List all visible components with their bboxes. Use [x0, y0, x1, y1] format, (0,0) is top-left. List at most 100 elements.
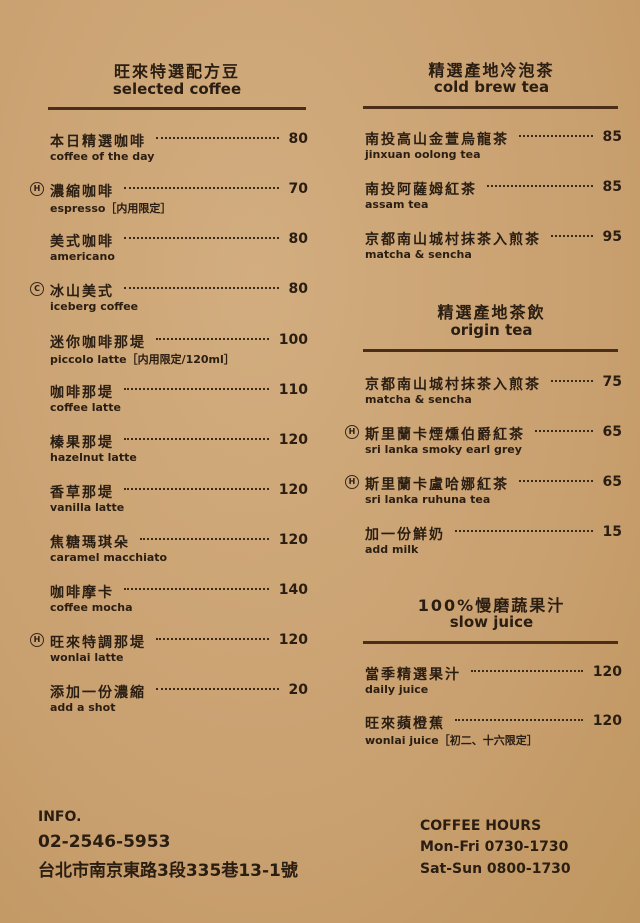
menu-item: 添加一份濃縮 20 add a shot [50, 682, 308, 718]
leader-dots [519, 480, 593, 482]
item-price: 120 [278, 482, 308, 498]
menu-item: 香草那堤 120 vanilla latte [50, 482, 308, 518]
item-name-en: coffee mocha [50, 601, 133, 614]
item-name-en: daily juice [365, 683, 429, 696]
item-name-zh: 榛果那堤 [50, 435, 114, 451]
item-name-zh: 南投阿薩姆紅茶 [365, 182, 477, 198]
item-price: 120 [278, 432, 308, 448]
item-name-zh: 香草那堤 [50, 485, 114, 501]
menu-item: 京都南山城村抹茶入煎茶 95 matcha & sencha [365, 229, 622, 265]
hot-badge-icon: H [30, 182, 44, 196]
item-name-en: wonlai latte [50, 651, 124, 664]
menu-item: 迷你咖啡那堤 100 piccolo latte［内用限定/120ml］ [50, 332, 308, 368]
menu-item: 咖啡摩卡 140 coffee mocha [50, 582, 308, 618]
leader-dots [124, 488, 269, 490]
section-title-en: cold brew tea [433, 78, 550, 96]
leader-dots [124, 187, 279, 189]
item-price: 120 [278, 632, 308, 648]
leader-dots [455, 530, 593, 532]
hours-label: COFFEE HOURS [420, 818, 542, 834]
item-name-zh: 冰山美式 [50, 284, 114, 300]
item-name-zh: 咖啡那堤 [50, 385, 114, 401]
item-name-en: matcha & sencha [365, 248, 472, 261]
item-name-en: jinxuan oolong tea [365, 148, 481, 161]
hours-weekend: Sat-Sun 0800-1730 [420, 861, 571, 877]
item-price: 80 [288, 231, 308, 247]
item-name-zh: 加一份鮮奶 [365, 527, 445, 543]
item-name-en: assam tea [365, 198, 429, 211]
menu-item: 南投阿薩姆紅茶 85 assam tea [365, 179, 622, 215]
menu-item: 焦糖瑪琪朵 120 caramel macchiato [50, 532, 308, 568]
leader-dots [124, 237, 279, 239]
item-name-en: wonlai juice［初二、十六限定］ [365, 734, 538, 747]
leader-dots [156, 688, 279, 690]
item-name-zh: 添加一份濃縮 [50, 685, 146, 701]
item-name-zh: 焦糖瑪琪朵 [50, 535, 130, 551]
divider [48, 107, 306, 110]
item-name-en: americano [50, 250, 115, 263]
item-name-en: matcha & sencha [365, 393, 472, 406]
item-price: 110 [278, 382, 308, 398]
leader-dots [124, 388, 269, 390]
menu-item: 美式咖啡 80 americano [50, 231, 308, 267]
menu-item: 咖啡那堤 110 coffee latte [50, 382, 308, 418]
item-name-zh: 咖啡摩卡 [50, 585, 114, 601]
item-name-en: coffee of the day [50, 150, 155, 163]
menu-item: H 旺來特調那堤 120 wonlai latte [30, 632, 308, 668]
item-name-en: iceberg coffee [50, 300, 139, 313]
item-name-zh: 京都南山城村抹茶入煎茶 [365, 232, 541, 248]
leader-dots [519, 135, 593, 137]
menu-item: 南投高山金萱烏龍茶 85 jinxuan oolong tea [365, 129, 622, 165]
hours-weekday: Mon-Fri 0730-1730 [420, 839, 569, 855]
section-title-zh: 旺來特選配方豆 [113, 62, 240, 81]
leader-dots [551, 235, 593, 237]
section-title-zh: 精選產地茶飲 [437, 303, 546, 322]
item-name-en: espresso［内用限定］ [50, 202, 172, 215]
leader-dots [535, 430, 593, 432]
leader-dots [551, 380, 593, 382]
item-price: 70 [288, 181, 308, 197]
item-name-zh: 當季精選果汁 [365, 667, 461, 683]
leader-dots [124, 588, 269, 590]
section-title-en: origin tea [450, 321, 533, 339]
item-price: 80 [288, 281, 308, 297]
leader-dots [156, 338, 269, 340]
item-price: 100 [278, 332, 308, 348]
menu-item: 當季精選果汁 120 daily juice [365, 664, 622, 700]
leader-dots [124, 438, 269, 440]
leader-dots [140, 538, 269, 540]
divider [363, 106, 618, 109]
hot-badge-icon: H [345, 475, 359, 489]
cold-badge-icon: C [30, 282, 44, 296]
leader-dots [124, 287, 279, 289]
menu-item: 旺來蘋橙蕉 120 wonlai juice［初二、十六限定］ [365, 713, 622, 749]
item-price: 75 [602, 374, 622, 390]
item-name-en: coffee latte [50, 401, 121, 414]
item-name-en: vanilla latte [50, 501, 125, 514]
divider [363, 349, 618, 352]
info-label: INFO. [38, 809, 82, 825]
item-name-zh: 旺來蘋橙蕉 [365, 716, 445, 732]
item-price: 85 [602, 129, 622, 145]
item-name-en: piccolo latte［内用限定/120ml］ [50, 353, 235, 366]
leader-dots [471, 670, 583, 672]
divider [363, 641, 618, 644]
hot-badge-icon: H [30, 633, 44, 647]
item-name-zh: 濃縮咖啡 [50, 184, 114, 200]
item-name-en: sri lanka ruhuna tea [365, 493, 491, 506]
item-price: 20 [288, 682, 308, 698]
menu-item: H 斯里蘭卡盧哈娜紅茶 65 sri lanka ruhuna tea [345, 474, 622, 510]
section-title-en: selected coffee [112, 80, 242, 98]
item-price: 65 [602, 474, 622, 490]
item-name-en: sri lanka smoky earl grey [365, 443, 522, 456]
section-title-zh: 100%慢磨蔬果汁 [417, 596, 566, 615]
menu-item: 榛果那堤 120 hazelnut latte [50, 432, 308, 468]
item-name-en: add milk [365, 543, 419, 556]
leader-dots [487, 185, 593, 187]
item-name-zh: 迷你咖啡那堤 [50, 335, 146, 351]
section-title-en: slow juice [449, 613, 534, 631]
leader-dots [156, 137, 279, 139]
item-name-zh: 京都南山城村抹茶入煎茶 [365, 377, 541, 393]
leader-dots [455, 719, 583, 721]
